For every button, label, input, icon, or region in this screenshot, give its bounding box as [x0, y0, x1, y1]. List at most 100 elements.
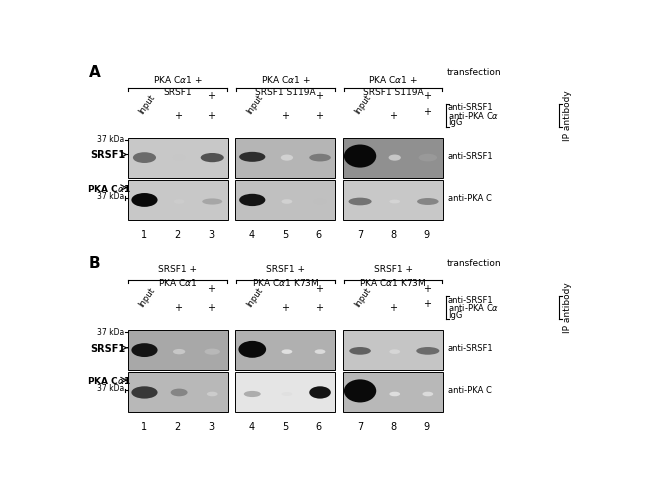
Text: 7: 7: [357, 230, 363, 240]
Bar: [343, 372, 443, 412]
Bar: [343, 180, 443, 220]
Text: +: +: [315, 92, 323, 101]
Text: PKA C$\alpha$1: PKA C$\alpha$1: [88, 183, 131, 194]
Text: +: +: [389, 111, 397, 121]
Text: 9: 9: [424, 423, 430, 432]
Text: PKA C$\alpha$1 +
SRSF1 S119A: PKA C$\alpha$1 + SRSF1 S119A: [255, 74, 316, 96]
Text: 3: 3: [208, 230, 214, 240]
Text: IP antibody: IP antibody: [564, 282, 573, 333]
Bar: [343, 138, 443, 178]
Ellipse shape: [239, 152, 265, 162]
Text: +: +: [174, 111, 181, 121]
Text: Input: Input: [137, 285, 157, 308]
Text: Input: Input: [352, 93, 372, 116]
Text: 8: 8: [390, 230, 396, 240]
Text: +: +: [422, 107, 430, 117]
Text: +: +: [422, 284, 430, 294]
Text: 2: 2: [174, 230, 181, 240]
Text: +: +: [207, 111, 215, 121]
Text: Input: Input: [352, 285, 372, 308]
Text: +: +: [389, 303, 397, 313]
Text: anti-PKA C: anti-PKA C: [448, 386, 492, 395]
Text: PKA C$\alpha$1: PKA C$\alpha$1: [88, 375, 131, 386]
Text: SRSF1 +
PKA C$\alpha$1: SRSF1 + PKA C$\alpha$1: [158, 265, 198, 288]
Text: 8: 8: [390, 423, 396, 432]
Bar: [235, 330, 335, 370]
Ellipse shape: [281, 154, 293, 161]
Ellipse shape: [417, 198, 439, 205]
Ellipse shape: [419, 154, 437, 161]
Ellipse shape: [205, 348, 220, 355]
Text: anti-SRSF1: anti-SRSF1: [448, 296, 493, 305]
Ellipse shape: [131, 193, 157, 207]
Bar: [127, 138, 228, 178]
Text: anti-SRSF1: anti-SRSF1: [448, 103, 493, 112]
Ellipse shape: [313, 199, 327, 204]
Bar: [235, 372, 335, 412]
Text: SRSF1: SRSF1: [90, 150, 125, 160]
Ellipse shape: [281, 199, 292, 204]
Text: 4: 4: [249, 423, 255, 432]
Text: A: A: [89, 65, 101, 80]
Text: 2: 2: [174, 423, 181, 432]
Text: anti-PKA C: anti-PKA C: [448, 194, 492, 203]
Ellipse shape: [348, 198, 372, 205]
Text: transfection: transfection: [447, 259, 501, 268]
Ellipse shape: [281, 392, 292, 396]
Text: 9: 9: [424, 230, 430, 240]
Text: 37 kDa: 37 kDa: [98, 135, 124, 144]
Ellipse shape: [171, 389, 188, 396]
Text: +: +: [281, 303, 289, 313]
Ellipse shape: [416, 347, 439, 355]
Text: PKA C$\alpha$1 +
SRSF1: PKA C$\alpha$1 + SRSF1: [153, 74, 202, 96]
Bar: [127, 330, 228, 370]
Bar: [127, 372, 228, 412]
Ellipse shape: [131, 343, 157, 357]
Text: anti-SRSF1: anti-SRSF1: [448, 344, 493, 353]
Text: IgG: IgG: [448, 119, 462, 127]
Text: Input: Input: [244, 285, 265, 308]
Ellipse shape: [239, 194, 265, 206]
Text: transfection: transfection: [447, 68, 501, 77]
Text: 37 kDa: 37 kDa: [98, 328, 124, 337]
Ellipse shape: [244, 391, 261, 397]
Text: +: +: [207, 284, 215, 294]
Text: SRSF1 +
PKA C$\alpha$1 K73M: SRSF1 + PKA C$\alpha$1 K73M: [359, 265, 427, 288]
Text: 5: 5: [282, 230, 289, 240]
Bar: [343, 330, 443, 370]
Ellipse shape: [344, 145, 376, 168]
Text: IgG: IgG: [448, 311, 462, 320]
Text: anti-SRSF1: anti-SRSF1: [448, 152, 493, 160]
Bar: [127, 180, 228, 220]
Text: +: +: [174, 303, 181, 313]
Text: 6: 6: [316, 230, 322, 240]
Text: +: +: [207, 92, 215, 101]
Text: PKA C$\alpha$1 +
SRSF1 S119A: PKA C$\alpha$1 + SRSF1 S119A: [363, 74, 424, 96]
Ellipse shape: [389, 349, 400, 354]
Text: 3: 3: [208, 423, 214, 432]
Text: +: +: [281, 111, 289, 121]
Text: anti-PKA C$\alpha$: anti-PKA C$\alpha$: [448, 110, 499, 121]
Text: 1: 1: [141, 230, 148, 240]
Ellipse shape: [201, 153, 224, 162]
Ellipse shape: [309, 154, 331, 161]
Text: Input: Input: [137, 93, 157, 116]
Text: SRSF1: SRSF1: [90, 343, 125, 354]
Text: 6: 6: [316, 423, 322, 432]
Ellipse shape: [344, 379, 376, 402]
Ellipse shape: [309, 386, 331, 399]
Ellipse shape: [173, 349, 185, 354]
Ellipse shape: [349, 347, 371, 355]
Ellipse shape: [133, 152, 156, 163]
Text: Input: Input: [244, 93, 265, 116]
Bar: [235, 138, 335, 178]
Text: anti-PKA C$\alpha$: anti-PKA C$\alpha$: [448, 302, 499, 313]
Text: 1: 1: [141, 423, 148, 432]
Text: +: +: [315, 111, 323, 121]
Ellipse shape: [315, 349, 326, 354]
Text: 5: 5: [282, 423, 289, 432]
Text: +: +: [207, 303, 215, 313]
Ellipse shape: [389, 200, 400, 203]
Ellipse shape: [422, 392, 433, 396]
Ellipse shape: [202, 198, 222, 205]
